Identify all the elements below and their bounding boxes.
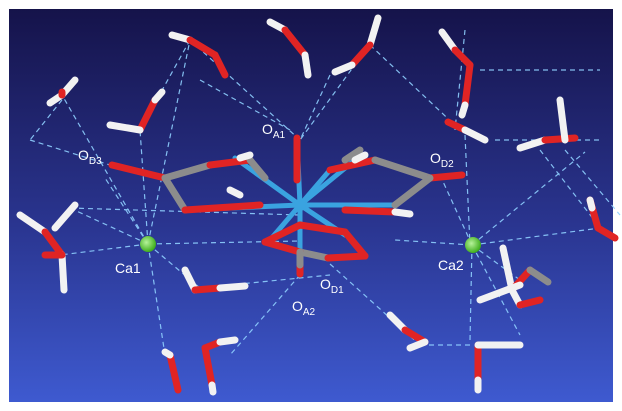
water-molecule: [474, 341, 524, 394]
water-molecule: [51, 201, 79, 232]
water-molecule: [226, 151, 414, 218]
water-molecule: [516, 96, 579, 152]
water-molecule: [386, 311, 429, 352]
label-ca1: Ca1: [115, 260, 141, 276]
label-oa1: OA1: [262, 121, 286, 141]
water-molecules: [16, 14, 619, 396]
water-molecule: [444, 118, 489, 144]
water-molecule: [106, 88, 166, 134]
water-molecule: [586, 196, 619, 242]
label-od2: OD2: [430, 150, 454, 170]
ligand-framework: [108, 134, 466, 278]
calcium-atom-ca1: [140, 236, 156, 252]
water-molecule: [331, 14, 382, 76]
label-od1: OD1: [320, 276, 344, 296]
metal-center: [294, 199, 306, 211]
label-od3: OD3: [78, 147, 102, 167]
label-ca2: Ca2: [438, 257, 464, 273]
calcium-atom-ca2: [465, 237, 481, 253]
water-molecule: [161, 348, 182, 394]
water-molecule: [181, 266, 249, 294]
water-molecule: [438, 28, 474, 119]
water-molecule: [476, 281, 524, 304]
water-molecule: [168, 31, 229, 79]
water-molecule: [46, 76, 79, 107]
water-molecule: [16, 211, 68, 294]
water-molecule: [266, 18, 312, 79]
water-molecule: [201, 336, 239, 396]
label-oa2: OA2: [292, 298, 316, 318]
